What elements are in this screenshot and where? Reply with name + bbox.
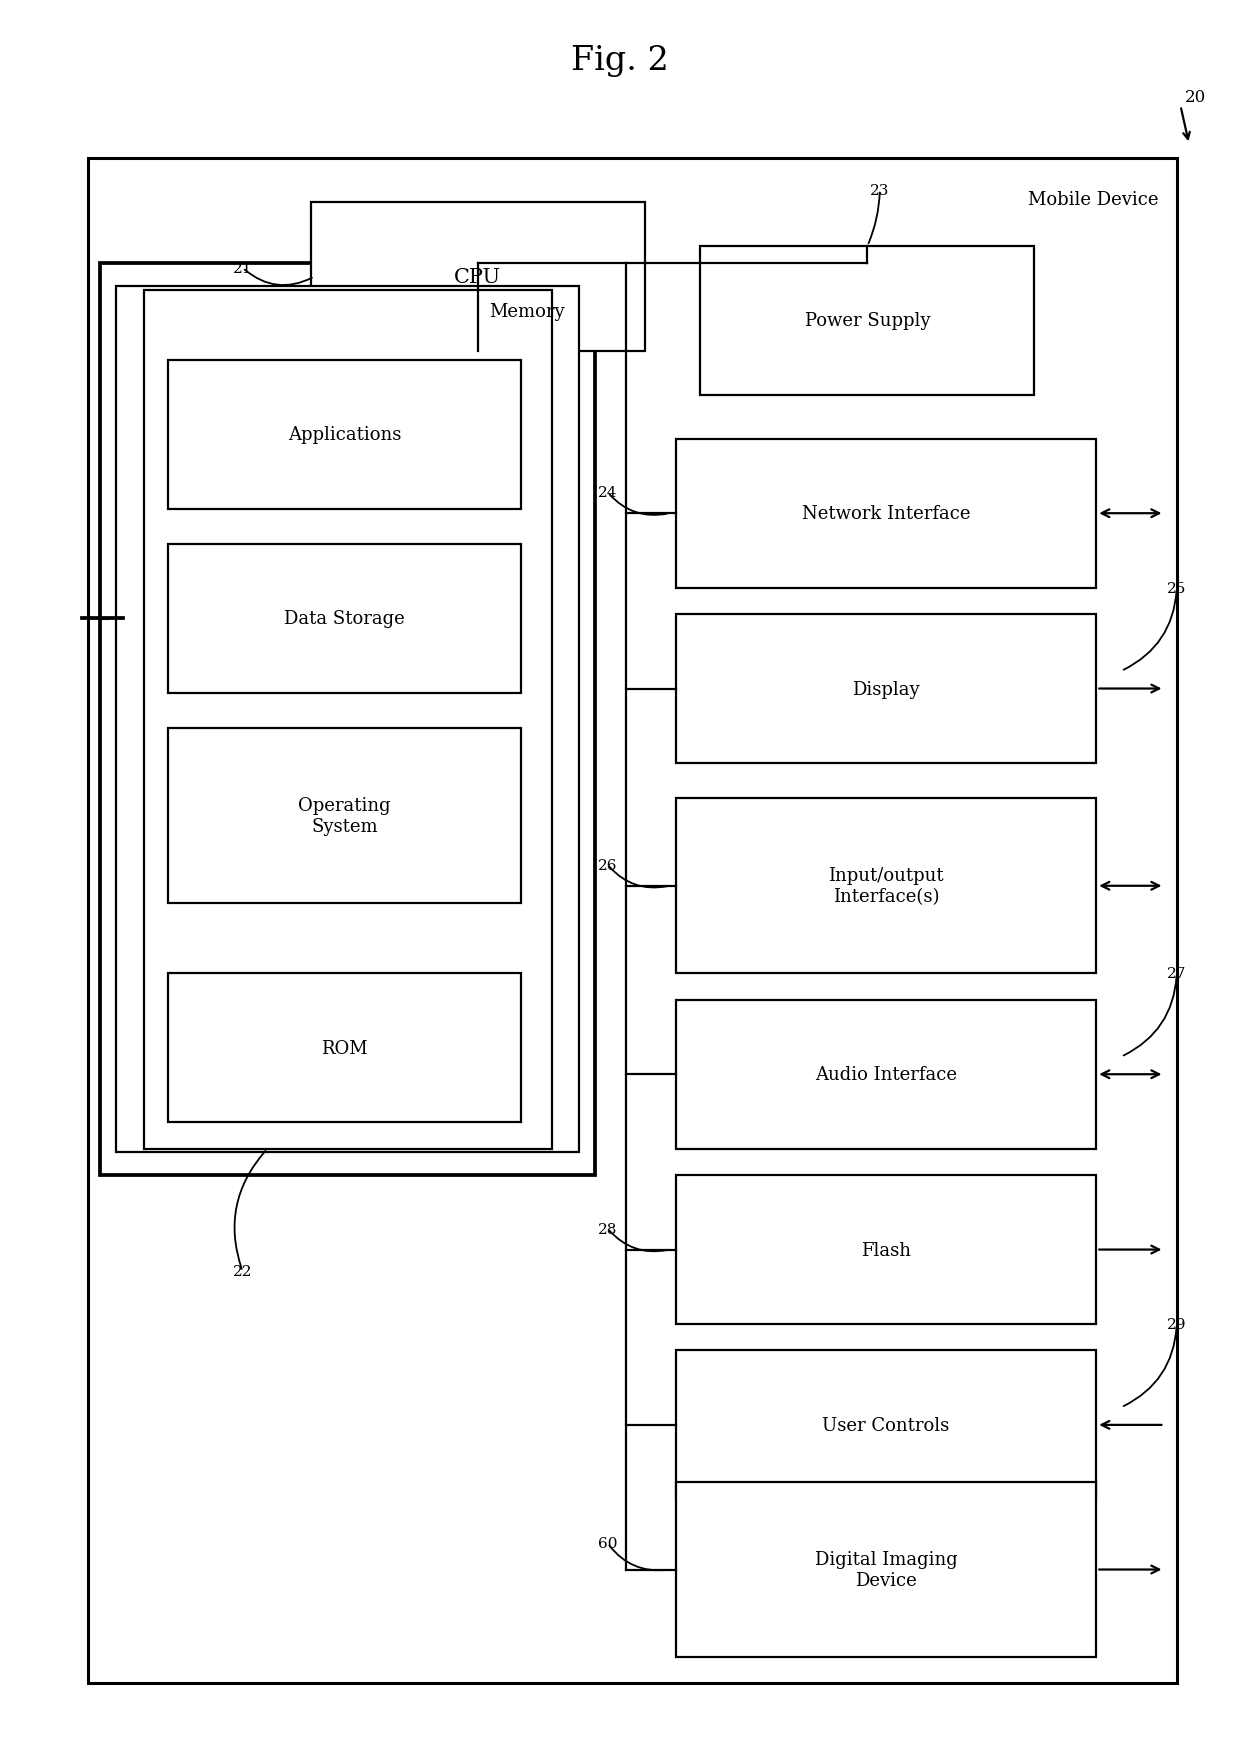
Text: Flash: Flash bbox=[861, 1241, 911, 1258]
Bar bbox=[117, 288, 579, 1153]
Bar bbox=[144, 291, 552, 1150]
Text: 60: 60 bbox=[598, 1536, 618, 1550]
Text: 20: 20 bbox=[1184, 90, 1207, 107]
Bar bbox=[100, 265, 595, 1176]
Text: 27: 27 bbox=[1167, 967, 1187, 981]
Text: 28: 28 bbox=[598, 1221, 618, 1236]
Text: Data Storage: Data Storage bbox=[284, 611, 405, 628]
Text: Display: Display bbox=[852, 681, 920, 698]
Bar bbox=[169, 728, 521, 904]
Bar bbox=[676, 1176, 1096, 1325]
Text: Applications: Applications bbox=[288, 426, 402, 444]
Text: User Controls: User Controls bbox=[822, 1416, 950, 1434]
Bar bbox=[676, 799, 1096, 974]
Text: Network Interface: Network Interface bbox=[802, 505, 970, 523]
Bar bbox=[311, 204, 645, 351]
Text: Audio Interface: Audio Interface bbox=[815, 1065, 957, 1083]
Text: 29: 29 bbox=[1167, 1318, 1187, 1332]
Text: 24: 24 bbox=[598, 486, 618, 500]
Text: Input/output
Interface(s): Input/output Interface(s) bbox=[828, 867, 944, 906]
Bar bbox=[169, 974, 521, 1123]
Bar bbox=[88, 160, 1177, 1683]
Bar bbox=[676, 439, 1096, 588]
Text: Power Supply: Power Supply bbox=[805, 312, 930, 330]
Bar bbox=[676, 614, 1096, 763]
Bar bbox=[169, 544, 521, 693]
Text: ROM: ROM bbox=[321, 1039, 368, 1057]
Text: Memory: Memory bbox=[489, 304, 564, 321]
Bar bbox=[676, 1481, 1096, 1657]
Text: Digital Imaging
Device: Digital Imaging Device bbox=[815, 1550, 957, 1588]
Text: Operating
System: Operating System bbox=[299, 797, 391, 835]
Text: 26: 26 bbox=[598, 858, 618, 872]
Text: 21: 21 bbox=[233, 261, 253, 276]
Text: Fig. 2: Fig. 2 bbox=[572, 46, 668, 77]
Bar bbox=[676, 1351, 1096, 1499]
Bar bbox=[676, 1000, 1096, 1150]
Bar bbox=[169, 360, 521, 509]
Text: 23: 23 bbox=[870, 184, 889, 198]
Text: Mobile Device: Mobile Device bbox=[1028, 191, 1158, 209]
Text: CPU: CPU bbox=[454, 269, 501, 286]
Text: 22: 22 bbox=[233, 1265, 253, 1279]
Text: 25: 25 bbox=[1167, 581, 1187, 595]
Bar bbox=[701, 247, 1034, 395]
